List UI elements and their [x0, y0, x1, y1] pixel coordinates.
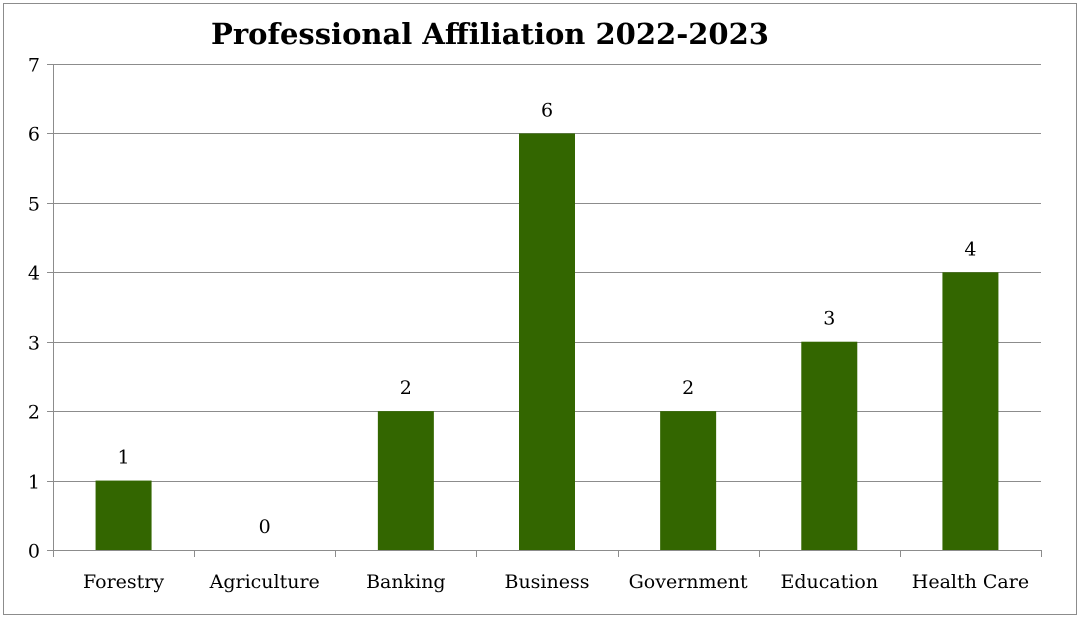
x-category-label: Forestry — [83, 571, 164, 593]
x-category-label: Health Care — [912, 571, 1029, 593]
bar-business — [519, 133, 575, 550]
data-label: 3 — [823, 308, 835, 330]
data-label: 6 — [541, 99, 553, 121]
bar-health-care — [942, 272, 999, 550]
data-label: 1 — [118, 447, 130, 469]
x-category-label: Banking — [366, 571, 446, 593]
bar-education — [801, 341, 858, 550]
y-tick-label: 5 — [28, 194, 40, 216]
y-tick-label: 1 — [28, 472, 40, 494]
data-label: 4 — [964, 238, 976, 260]
data-labels: 1 0 2 6 2 3 4 — [118, 99, 977, 538]
x-category-label: Education — [780, 571, 878, 593]
y-tick-label: 2 — [28, 402, 40, 424]
data-label: 2 — [682, 377, 694, 399]
bar-government — [660, 411, 717, 550]
x-category-label: Agriculture — [209, 571, 320, 593]
data-label: 2 — [400, 377, 412, 399]
y-tick-label: 0 — [28, 541, 40, 563]
bar-forestry — [95, 480, 152, 550]
axes — [47, 64, 1042, 557]
bar-banking — [377, 411, 434, 550]
x-category-label: Business — [504, 571, 589, 593]
chart-title: Professional Affiliation 2022-2023 — [211, 17, 769, 51]
x-category-label: Government — [629, 571, 748, 593]
y-tick-label: 4 — [28, 263, 40, 285]
y-tick-label: 6 — [28, 124, 40, 146]
x-category-labels: Forestry Agriculture Banking Business Govern… — [83, 571, 1029, 593]
bars — [95, 133, 999, 550]
data-label: 0 — [259, 516, 271, 538]
y-tick-label: 3 — [28, 333, 40, 355]
y-tick-labels: 0 1 2 3 4 5 6 7 — [28, 55, 40, 563]
y-tick-label: 7 — [28, 55, 40, 77]
